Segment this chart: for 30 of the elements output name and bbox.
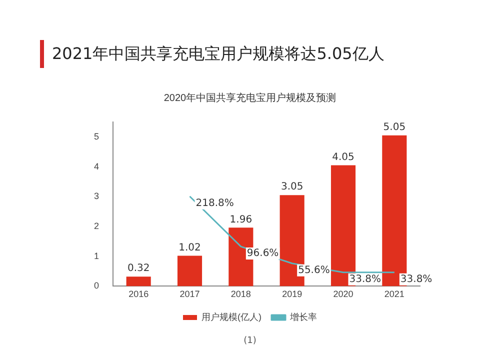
y-tick-label: 1 — [94, 250, 100, 261]
y-tick-label: 5 — [94, 131, 100, 142]
data-label: 4.05 — [332, 152, 354, 163]
data-label: 1.96 — [230, 214, 252, 226]
text: (1) — [242, 336, 258, 346]
x-tick-label: 2018 — [230, 289, 251, 300]
y-tick-label: 2 — [94, 220, 100, 231]
data-label: 96.6% — [246, 248, 279, 260]
data-label: 33.8% — [349, 274, 382, 285]
data-label: 3.05 — [280, 182, 304, 193]
x-tick-label: 2017 — [180, 289, 200, 300]
chart-subtitle: 2020年中国共享充电宝用户规模及预测 — [164, 92, 336, 104]
y-tick-label: 3 — [94, 191, 100, 202]
chart-title: 2021年中国共享充电宝用户规模将达5.05亿人 — [52, 44, 384, 64]
data-label: 55.6% — [298, 264, 330, 276]
y-tick-label: 0 — [94, 280, 100, 291]
x-tick-label: 2020 — [333, 289, 354, 300]
data-label: 33.8% — [400, 274, 432, 285]
x-tick-label: 2021 — [384, 289, 404, 300]
x-tick-label: 2019 — [282, 289, 302, 300]
legend-label: 用户规模(亿人) — [202, 312, 262, 322]
legend-label: 增长率 — [288, 312, 317, 322]
data-label: 218.8% — [196, 198, 234, 209]
y-tick-label: 4 — [94, 161, 100, 172]
bar — [126, 276, 151, 286]
x-tick-label: 2016 — [128, 289, 149, 300]
data-label: 1.02 — [178, 242, 201, 254]
data-label: 0.32 — [127, 263, 150, 274]
data-label: 5.05 — [383, 122, 406, 134]
bar — [177, 256, 202, 286]
